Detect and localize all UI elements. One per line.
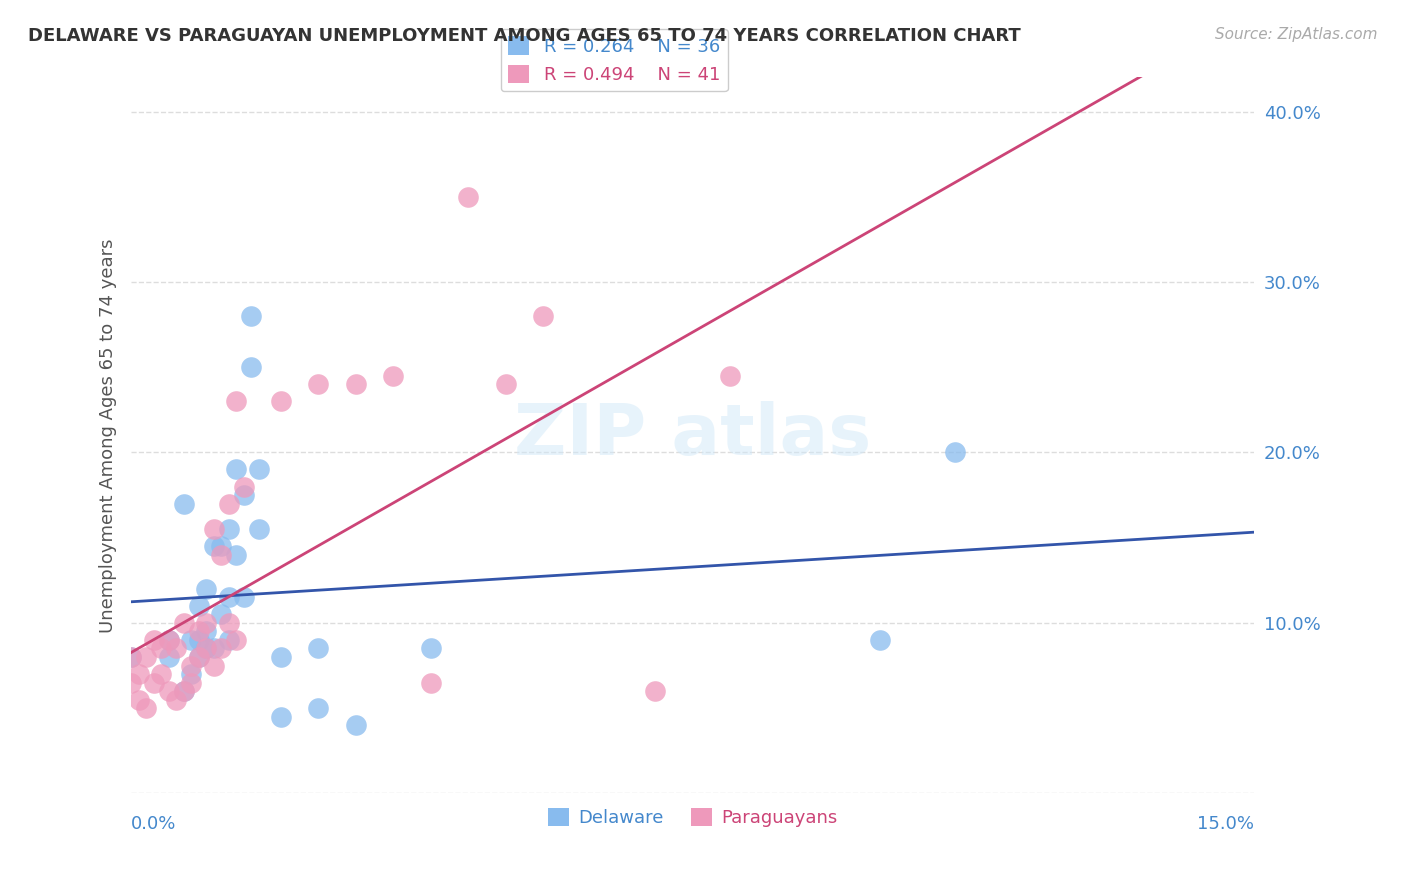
Text: 0.0%: 0.0%	[131, 814, 177, 833]
Point	[195, 641, 218, 656]
Legend: Delaware, Paraguayans: Delaware, Paraguayans	[540, 801, 845, 834]
Point	[135, 650, 157, 665]
Point	[718, 368, 741, 383]
Point	[195, 624, 218, 639]
Point	[240, 360, 263, 375]
Point	[157, 632, 180, 647]
Point	[247, 522, 270, 536]
Point	[142, 675, 165, 690]
Point	[382, 368, 405, 383]
Point	[150, 667, 173, 681]
Point	[150, 641, 173, 656]
Point	[869, 632, 891, 647]
Point	[457, 190, 479, 204]
Point	[202, 641, 225, 656]
Point	[173, 497, 195, 511]
Point	[165, 641, 187, 656]
Point	[120, 650, 142, 665]
Point	[307, 377, 329, 392]
Point	[218, 615, 240, 630]
Text: ZIP atlas: ZIP atlas	[515, 401, 872, 470]
Point	[943, 445, 966, 459]
Point	[232, 488, 254, 502]
Point	[218, 632, 240, 647]
Point	[157, 632, 180, 647]
Point	[218, 522, 240, 536]
Point	[247, 462, 270, 476]
Point	[270, 709, 292, 723]
Point	[173, 684, 195, 698]
Point	[531, 309, 554, 323]
Point	[135, 701, 157, 715]
Point	[240, 309, 263, 323]
Point	[202, 658, 225, 673]
Y-axis label: Unemployment Among Ages 65 to 74 years: Unemployment Among Ages 65 to 74 years	[100, 238, 117, 632]
Point	[495, 377, 517, 392]
Point	[307, 701, 329, 715]
Point	[195, 641, 218, 656]
Point	[218, 591, 240, 605]
Point	[344, 718, 367, 732]
Point	[180, 675, 202, 690]
Point	[180, 658, 202, 673]
Point	[187, 650, 209, 665]
Point	[202, 522, 225, 536]
Point	[644, 684, 666, 698]
Point	[209, 548, 232, 562]
Point	[232, 479, 254, 493]
Point	[180, 632, 202, 647]
Point	[128, 692, 150, 706]
Point	[232, 591, 254, 605]
Point	[270, 394, 292, 409]
Point	[187, 650, 209, 665]
Point	[165, 692, 187, 706]
Point	[202, 539, 225, 553]
Point	[157, 650, 180, 665]
Point	[225, 394, 247, 409]
Point	[120, 675, 142, 690]
Point	[173, 615, 195, 630]
Point	[225, 548, 247, 562]
Text: DELAWARE VS PARAGUAYAN UNEMPLOYMENT AMONG AGES 65 TO 74 YEARS CORRELATION CHART: DELAWARE VS PARAGUAYAN UNEMPLOYMENT AMON…	[28, 27, 1021, 45]
Point	[142, 632, 165, 647]
Point	[225, 632, 247, 647]
Point	[209, 539, 232, 553]
Point	[187, 599, 209, 613]
Point	[225, 462, 247, 476]
Point	[173, 684, 195, 698]
Point	[419, 675, 441, 690]
Point	[344, 377, 367, 392]
Point	[157, 684, 180, 698]
Point	[187, 632, 209, 647]
Point	[419, 641, 441, 656]
Point	[195, 615, 218, 630]
Point	[180, 667, 202, 681]
Point	[128, 667, 150, 681]
Text: 15.0%: 15.0%	[1197, 814, 1254, 833]
Point	[195, 582, 218, 596]
Point	[209, 641, 232, 656]
Point	[187, 624, 209, 639]
Point	[307, 641, 329, 656]
Point	[218, 497, 240, 511]
Point	[209, 607, 232, 622]
Text: Source: ZipAtlas.com: Source: ZipAtlas.com	[1215, 27, 1378, 42]
Point	[120, 650, 142, 665]
Point	[270, 650, 292, 665]
